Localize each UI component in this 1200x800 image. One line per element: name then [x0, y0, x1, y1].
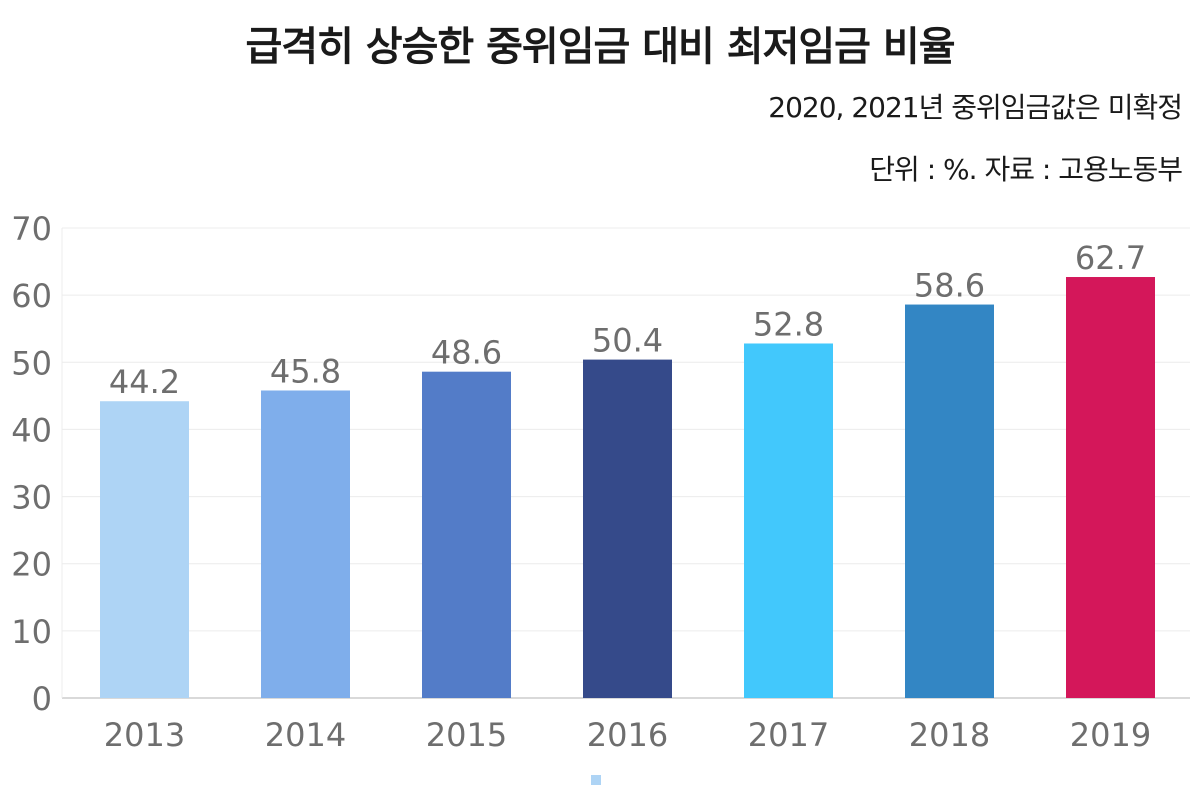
chart-subtitle: 2020, 2021년 중위임금값은 미확정	[768, 91, 1183, 124]
bar-2018	[905, 304, 994, 698]
x-tick-label: 2013	[104, 716, 185, 754]
x-tick-label: 2017	[748, 716, 829, 754]
y-tick-label: 50	[11, 344, 52, 382]
data-label: 58.6	[914, 267, 985, 305]
x-tick-label: 2014	[265, 716, 346, 754]
y-tick-label: 20	[11, 546, 52, 584]
data-label: 48.6	[431, 334, 502, 372]
x-tick-label: 2016	[587, 716, 668, 754]
y-tick-label: 60	[11, 277, 52, 315]
data-label: 52.8	[753, 305, 824, 343]
x-tick-label: 2015	[426, 716, 507, 754]
y-tick-label: 30	[11, 479, 52, 517]
y-tick-label: 70	[11, 210, 52, 248]
bar-2014	[261, 390, 350, 698]
chart-title: 급격히 상승한 중위임금 대비 최저임금 비율	[245, 24, 955, 70]
y-tick-label: 10	[11, 613, 52, 651]
bar-2016	[583, 359, 672, 698]
chart-source-note: 단위 : %. 자료 : 고용노동부	[869, 153, 1183, 186]
data-label: 50.4	[592, 322, 663, 360]
bar-2013	[100, 401, 189, 698]
data-label: 44.2	[109, 363, 180, 401]
bar-2017	[744, 343, 833, 698]
x-tick-label: 2018	[909, 716, 990, 754]
bar-2015	[422, 371, 511, 698]
data-label: 62.7	[1075, 239, 1146, 277]
legend-swatch	[591, 775, 601, 785]
y-tick-label: 0	[32, 680, 52, 718]
bar-2019	[1066, 277, 1155, 698]
x-tick-label: 2019	[1070, 716, 1151, 754]
y-tick-label: 40	[11, 411, 52, 449]
data-label: 45.8	[270, 352, 341, 390]
